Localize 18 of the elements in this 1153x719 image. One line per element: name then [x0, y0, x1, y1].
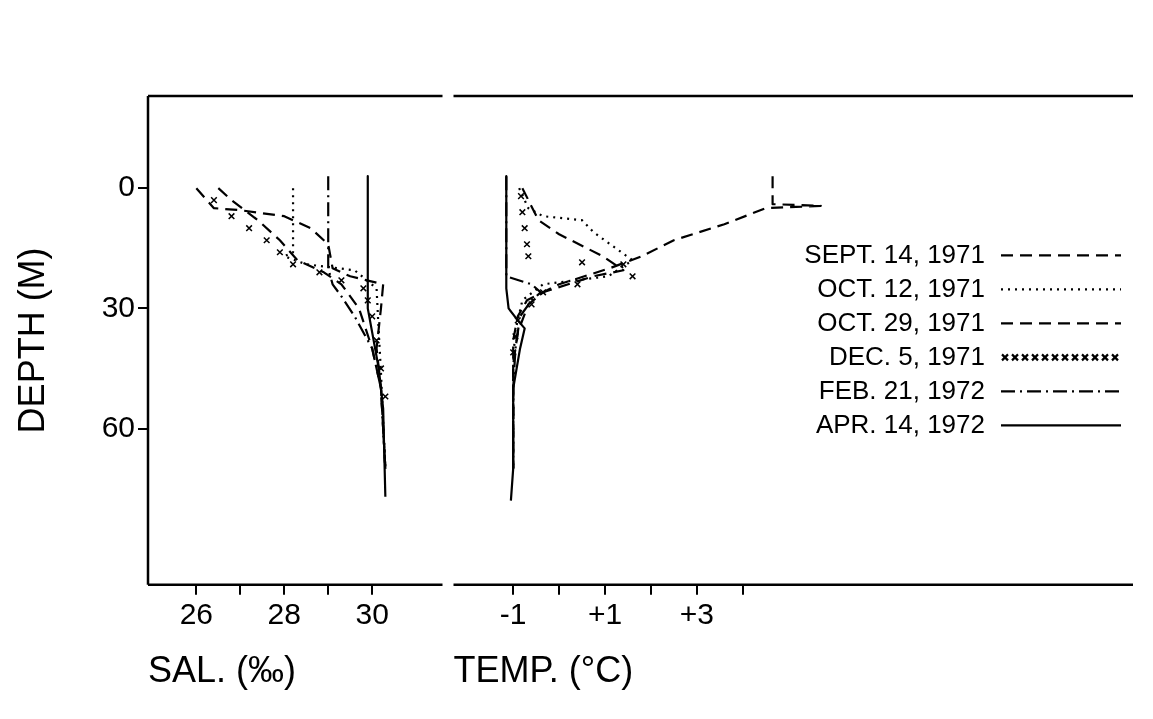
legend-label: DEC. 5, 1971	[828, 340, 985, 371]
legend-label: OCT. 12, 1971	[817, 272, 985, 303]
legend-label: SEPT. 14, 1971	[804, 238, 985, 269]
x-tick-label: +3	[679, 597, 714, 631]
x-axis-title: TEMP. (°C)	[453, 649, 634, 691]
x-tick-label: 26	[179, 597, 214, 631]
legend-label: APR. 14, 1972	[815, 408, 985, 439]
legend-label: OCT. 29, 1971	[817, 306, 985, 337]
y-tick-label: 60	[101, 409, 135, 443]
y-axis-title: DEPTH (M)	[10, 247, 52, 434]
x-tick-label: 28	[267, 597, 301, 631]
x-tick-label: +1	[587, 597, 623, 631]
x-tick-label: -1	[499, 597, 527, 631]
x-tick-label: 30	[355, 597, 389, 631]
y-tick-label: 30	[101, 289, 135, 323]
x-axis-title: SAL. (‰)	[148, 649, 297, 691]
y-tick-label: 0	[118, 169, 135, 203]
legend-label: FEB. 21, 1972	[818, 374, 985, 405]
